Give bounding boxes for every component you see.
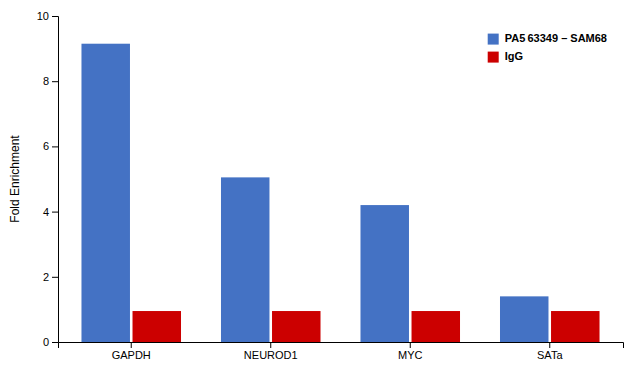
tick: 10 bbox=[37, 10, 58, 22]
bar bbox=[500, 296, 548, 342]
tick-label: GAPDH bbox=[112, 349, 151, 361]
tick: GAPDH bbox=[112, 342, 151, 361]
legend-item: PA5 63349 – SAM68 bbox=[488, 32, 607, 45]
axis-line bbox=[59, 343, 624, 349]
tick-mark bbox=[52, 342, 58, 343]
axis-title: Fold Enrichment bbox=[8, 135, 22, 223]
tick-mark bbox=[270, 342, 271, 348]
tick-mark bbox=[52, 212, 58, 213]
bar bbox=[221, 177, 269, 342]
chart: GAPDH NEUROD1 MYC SATa 0 2 4 6 8 10 PA5 63349 – SA… bbox=[0, 0, 639, 374]
bar bbox=[272, 311, 320, 342]
tick: 6 bbox=[43, 140, 58, 152]
tick-mark bbox=[52, 16, 58, 17]
tick: 4 bbox=[43, 206, 58, 218]
tick-label: SATa bbox=[537, 349, 563, 361]
bar bbox=[360, 205, 408, 342]
tick-mark bbox=[52, 81, 58, 82]
series bbox=[81, 44, 548, 342]
x-axis: GAPDH NEUROD1 MYC SATa bbox=[59, 342, 624, 361]
tick: 8 bbox=[43, 75, 58, 87]
tick: 2 bbox=[43, 271, 58, 283]
legend-swatch bbox=[488, 34, 499, 45]
legend-label: IgG bbox=[505, 50, 523, 62]
tick: SATa bbox=[537, 342, 563, 361]
bars bbox=[81, 44, 599, 342]
tick-label: 4 bbox=[43, 206, 49, 218]
tick-mark bbox=[52, 146, 58, 147]
bar bbox=[551, 311, 599, 342]
tick-label: 10 bbox=[37, 10, 49, 22]
tick-label: 6 bbox=[43, 140, 49, 152]
legend: PA5 63349 – SAM68 IgG bbox=[480, 24, 615, 71]
tick: NEUROD1 bbox=[244, 342, 298, 361]
legend-item: IgG bbox=[488, 50, 523, 63]
tick-mark bbox=[52, 277, 58, 278]
bar bbox=[81, 44, 129, 342]
bar bbox=[412, 311, 460, 342]
legend-label: PA5 63349 – SAM68 bbox=[505, 32, 607, 44]
series bbox=[133, 311, 600, 342]
y-axis: 0 2 4 6 8 10 bbox=[37, 10, 59, 348]
tick-label: MYC bbox=[398, 349, 423, 361]
tick-mark bbox=[549, 342, 550, 348]
tick-label: 0 bbox=[43, 336, 49, 348]
legend-box bbox=[480, 24, 615, 71]
bar bbox=[133, 311, 181, 342]
legend-swatch bbox=[488, 52, 499, 63]
tick-mark bbox=[131, 342, 132, 348]
tick-mark bbox=[410, 342, 411, 348]
axis-line bbox=[52, 17, 59, 343]
tick-label: NEUROD1 bbox=[244, 349, 298, 361]
tick-label: 8 bbox=[43, 75, 49, 87]
plot-area: GAPDH NEUROD1 MYC SATa 0 2 4 6 8 10 PA5 63349 – SA… bbox=[37, 10, 624, 361]
tick: MYC bbox=[398, 342, 423, 361]
tick-label: 2 bbox=[43, 271, 49, 283]
tick: 0 bbox=[43, 336, 58, 348]
